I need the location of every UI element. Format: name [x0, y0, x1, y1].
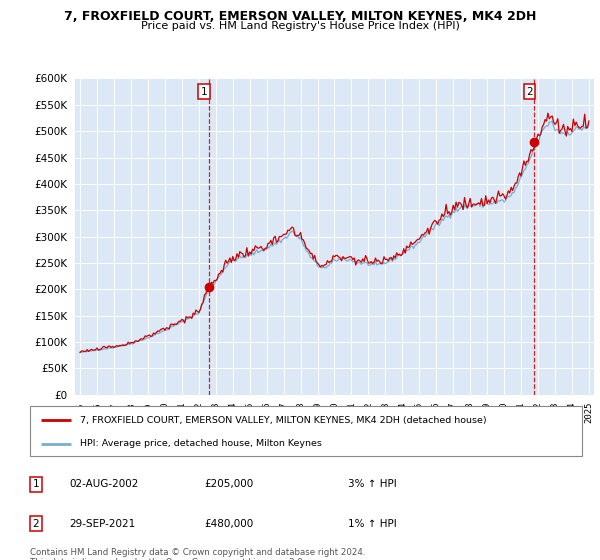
FancyBboxPatch shape [30, 406, 582, 456]
Text: 1: 1 [201, 87, 208, 96]
Text: 1: 1 [32, 479, 40, 489]
Text: 2: 2 [32, 519, 40, 529]
Text: 1% ↑ HPI: 1% ↑ HPI [348, 519, 397, 529]
Text: Contains HM Land Registry data © Crown copyright and database right 2024.
This d: Contains HM Land Registry data © Crown c… [30, 548, 365, 560]
Text: £205,000: £205,000 [204, 479, 253, 489]
Text: 2: 2 [526, 87, 533, 96]
Text: 7, FROXFIELD COURT, EMERSON VALLEY, MILTON KEYNES, MK4 2DH (detached house): 7, FROXFIELD COURT, EMERSON VALLEY, MILT… [80, 416, 487, 424]
Text: HPI: Average price, detached house, Milton Keynes: HPI: Average price, detached house, Milt… [80, 439, 322, 449]
Text: 3% ↑ HPI: 3% ↑ HPI [348, 479, 397, 489]
Text: 29-SEP-2021: 29-SEP-2021 [69, 519, 135, 529]
Text: £480,000: £480,000 [204, 519, 253, 529]
Text: 7, FROXFIELD COURT, EMERSON VALLEY, MILTON KEYNES, MK4 2DH: 7, FROXFIELD COURT, EMERSON VALLEY, MILT… [64, 10, 536, 23]
Text: Price paid vs. HM Land Registry's House Price Index (HPI): Price paid vs. HM Land Registry's House … [140, 21, 460, 31]
Text: 02-AUG-2002: 02-AUG-2002 [69, 479, 139, 489]
